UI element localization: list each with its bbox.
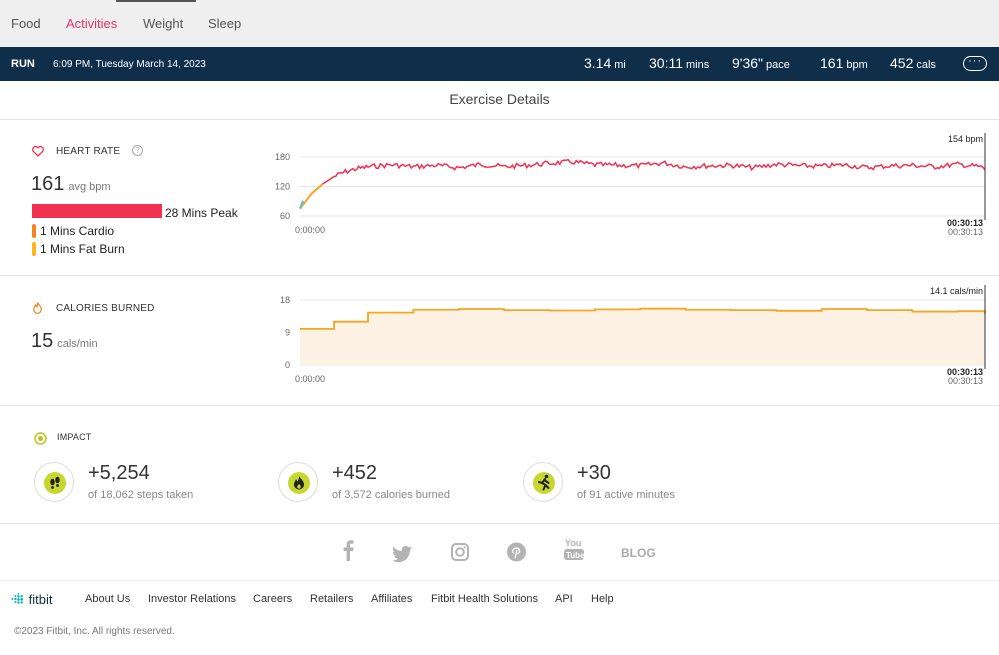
youtube-icon[interactable]: You Tube — [564, 537, 584, 561]
calories-title: CALORIES BURNED — [56, 303, 155, 314]
impact-steps-value: +5,254 — [88, 462, 150, 484]
avg-heart-rate: 161 avg bpm — [31, 173, 111, 195]
fitbit-logo[interactable]: fitbit — [11, 592, 52, 607]
y-tick-label: 18 — [280, 295, 290, 305]
x-end-label: 00:30:13 — [947, 367, 983, 377]
y-tick-label: 120 — [275, 181, 290, 191]
zone-fatburn-swatch — [32, 242, 36, 256]
divider — [0, 275, 999, 276]
calories-line — [300, 307, 986, 330]
heart-rate-line — [299, 158, 986, 210]
impact-title: IMPACT — [57, 432, 92, 442]
flame-icon — [33, 302, 42, 314]
y-tick-label: 9 — [285, 328, 290, 338]
divider — [0, 523, 999, 524]
copyright: ©2023 Fitbit, Inc. All rights reserved. — [14, 626, 175, 637]
fitbit-logo-text: fitbit — [28, 592, 53, 607]
run-summary-bar: RUN 6:09 PM, Tuesday March 14, 2023 3.14… — [0, 47, 999, 81]
tab-food[interactable]: Food — [11, 16, 41, 31]
zone-fatburn-label: 1 Mins Fat Burn — [40, 242, 125, 256]
more-options-button[interactable]: ··· — [963, 56, 987, 71]
heart-icon — [32, 146, 44, 157]
divider — [0, 119, 999, 120]
blog-link[interactable]: BLOG — [621, 546, 656, 560]
target-icon — [34, 432, 47, 445]
x-end-label: 00:30:13 — [947, 218, 983, 228]
calories-per-minute: 15 cals/min — [31, 330, 98, 352]
activity-datetime: 6:09 PM, Tuesday March 14, 2023 — [53, 59, 206, 70]
zone-cardio-label: 1 Mins Cardio — [40, 224, 115, 238]
footer-link-about[interactable]: About Us — [85, 593, 131, 605]
impact-active-sub: of 91 active minutes — [577, 489, 675, 501]
heart-rate-chart[interactable]: 180 120 60 154 bpm 0:00:00 00:30:13 00:30:13 — [270, 130, 990, 245]
stat-calories: 452 cals — [890, 55, 936, 71]
calories-area — [300, 308, 985, 365]
x-start-label: 0:00:00 — [295, 225, 325, 235]
stat-heart-rate: 161 bpm — [820, 55, 868, 71]
runner-icon — [533, 472, 555, 494]
footer-link-investor-relations[interactable]: Investor Relations — [148, 593, 237, 605]
svg-text:You: You — [565, 538, 581, 548]
divider — [0, 580, 999, 581]
footer-link-affiliates[interactable]: Affiliates — [371, 593, 413, 605]
stat-distance: 3.14 mi — [584, 55, 626, 71]
heart-rate-title: HEART RATE — [56, 146, 121, 157]
twitter-icon[interactable] — [392, 542, 412, 566]
pinterest-icon[interactable] — [507, 540, 526, 564]
footsteps-icon — [44, 472, 66, 494]
footer-link-health-solutions[interactable]: Fitbit Health Solutions — [431, 593, 538, 605]
activity-type: RUN — [11, 58, 35, 70]
end-value-label: 14.1 cals/min — [930, 286, 983, 296]
stat-pace: 9'36" pace — [732, 55, 790, 71]
warmup-segment — [299, 183, 324, 210]
zone-peak-label: 28 Mins Peak — [165, 206, 238, 220]
zone-peak-bar — [32, 204, 162, 218]
impact-active-minutes: +30 of 91 active minutes — [523, 462, 743, 506]
zone-fatburn: 1 Mins Fat Burn — [32, 242, 152, 256]
x-start-label: 0:00:00 — [295, 374, 325, 384]
impact-active-value: +30 — [577, 462, 611, 484]
impact-calories-sub: of 3,572 calories burned — [332, 489, 451, 501]
y-tick-label: 60 — [280, 211, 290, 221]
instagram-icon[interactable] — [451, 540, 469, 564]
resting-segment — [299, 200, 304, 209]
footer-link-help[interactable]: Help — [591, 593, 614, 605]
calories-chart[interactable]: 18 9 0 14.1 cals/min 0:00:00 00:30:13 00:30:13 — [270, 283, 990, 393]
exercise-details-title: Exercise Details — [449, 91, 550, 107]
divider — [0, 405, 999, 406]
footer-link-retailers[interactable]: Retailers — [310, 593, 354, 605]
stat-duration: 30:11 mins — [649, 55, 710, 71]
impact-calories-value: +452 — [332, 462, 378, 484]
help-icon[interactable]: ? — [132, 145, 143, 156]
end-value-label: 154 bpm — [948, 134, 983, 144]
y-tick-label: 0 — [285, 360, 290, 370]
y-tick-label: 180 — [275, 152, 290, 162]
zone-cardio-swatch — [32, 224, 36, 238]
zone-cardio: 1 Mins Cardio — [32, 224, 152, 238]
impact-steps-badge — [34, 462, 74, 502]
impact-active-badge — [523, 462, 563, 502]
tab-activities[interactable]: Activities — [66, 16, 118, 31]
flame-icon — [288, 472, 310, 494]
impact-steps: +5,254 of 18,062 steps taken — [34, 462, 254, 506]
tab-indicator — [116, 0, 196, 2]
fitbit-dots-icon — [11, 593, 24, 604]
top-nav: Food Activities Weight Sleep — [0, 0, 999, 47]
tab-sleep[interactable]: Sleep — [208, 16, 242, 31]
impact-calories: +452 of 3,572 calories burned — [278, 462, 498, 506]
tab-weight[interactable]: Weight — [143, 16, 184, 31]
facebook-icon[interactable] — [342, 538, 354, 562]
footer-link-careers[interactable]: Careers — [253, 593, 293, 605]
x-end-label-secondary: 00:30:13 — [948, 227, 983, 237]
impact-calories-badge — [278, 462, 318, 502]
impact-steps-sub: of 18,062 steps taken — [88, 489, 194, 501]
footer-link-api[interactable]: API — [555, 593, 573, 605]
svg-text:Tube: Tube — [566, 551, 584, 560]
x-end-label-secondary: 00:30:13 — [948, 376, 983, 386]
